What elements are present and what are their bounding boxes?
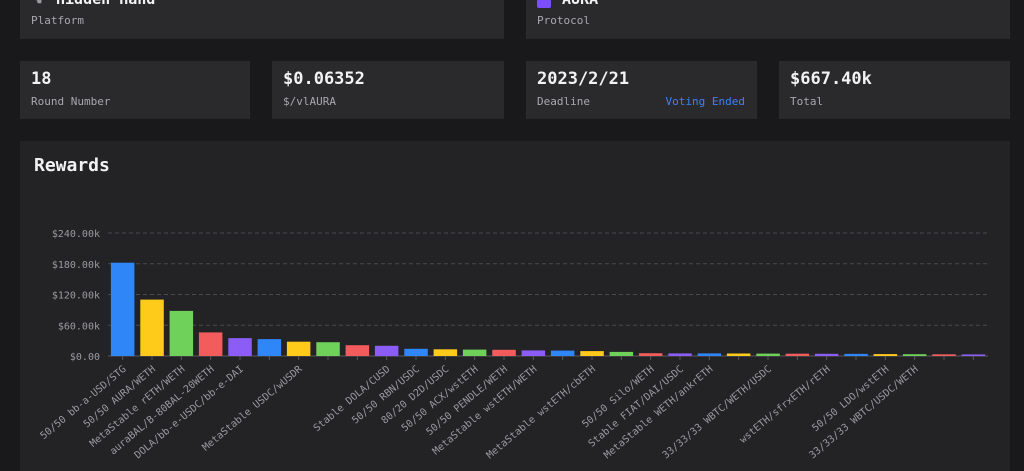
bar[interactable] xyxy=(110,262,135,356)
rewards-title: Rewards xyxy=(34,155,110,176)
y-tick-label: $60.00k xyxy=(58,321,100,332)
stat-card-price: $0.06352 $/vlAURA xyxy=(272,61,504,119)
bar[interactable] xyxy=(492,349,516,356)
bar[interactable] xyxy=(462,349,487,356)
rewards-panel: Rewards $0.00 $60.00k $120.00k $180.00k $240… xyxy=(20,141,1010,471)
total-value: $667.40k xyxy=(790,69,872,89)
bar[interactable] xyxy=(668,353,692,356)
bar[interactable] xyxy=(316,342,340,356)
total-label: Total xyxy=(790,95,824,108)
round-number-label: Round Number xyxy=(31,95,111,108)
bar[interactable] xyxy=(374,345,399,357)
aura-logo-icon xyxy=(537,0,551,8)
platform-name: Hidden Hand xyxy=(56,0,155,8)
bar[interactable] xyxy=(550,350,575,356)
bar[interactable] xyxy=(140,299,164,356)
y-tick-label: $120.00k xyxy=(52,291,100,302)
hand-icon: ☚ xyxy=(34,0,42,9)
bar[interactable] xyxy=(345,345,370,356)
bar[interactable] xyxy=(814,353,839,356)
bar[interactable] xyxy=(169,310,194,356)
x-tick-label: MetaStable USDC/wUSDR xyxy=(201,363,306,453)
y-tick-label: $240.00k xyxy=(52,229,100,240)
bar[interactable] xyxy=(873,354,898,356)
bar[interactable] xyxy=(785,353,810,356)
bar[interactable] xyxy=(228,338,252,356)
round-number-value: 18 xyxy=(31,69,52,89)
bar[interactable] xyxy=(697,353,722,356)
protocol-label: Protocol xyxy=(537,14,590,27)
bar[interactable] xyxy=(961,354,986,356)
bar[interactable] xyxy=(638,353,663,356)
deadline-label: Deadline xyxy=(537,95,590,108)
platform-card: ☚ Hidden Hand Platform xyxy=(20,0,504,39)
deadline-value: 2023/2/21 xyxy=(537,69,630,89)
bar[interactable] xyxy=(902,354,927,356)
voting-status-badge: Voting Ended xyxy=(665,95,745,108)
price-per-vlaura-label: $/vlAURA xyxy=(283,95,336,108)
bar[interactable] xyxy=(726,353,751,357)
bar[interactable] xyxy=(756,353,780,356)
y-tick-label: $180.00k xyxy=(52,260,100,271)
bar[interactable] xyxy=(286,341,311,356)
bar[interactable] xyxy=(198,332,223,356)
rewards-bar-chart: $0.00$60.00k$120.00k$180.00k$240.00k50/5… xyxy=(39,229,988,461)
bar[interactable] xyxy=(257,339,282,356)
stat-card-round: 18 Round Number xyxy=(20,61,250,119)
bar[interactable] xyxy=(844,353,868,356)
bar[interactable] xyxy=(580,351,604,356)
stat-card-deadline: 2023/2/21 Deadline Voting Ended xyxy=(526,61,757,119)
bar[interactable] xyxy=(932,354,956,356)
y-tick-label: $0.00 xyxy=(70,352,100,363)
x-tick-label: MetaStable WETH/ankrETH xyxy=(602,364,715,461)
bar[interactable] xyxy=(404,348,428,356)
stat-card-total: $667.40k Total xyxy=(779,61,1010,119)
platform-label: Platform xyxy=(31,14,84,27)
protocol-card: AURA Protocol xyxy=(526,0,1010,39)
price-per-vlaura-value: $0.06352 xyxy=(283,69,365,89)
bar[interactable] xyxy=(609,351,634,356)
bar[interactable] xyxy=(521,350,546,356)
bar[interactable] xyxy=(433,349,458,356)
protocol-name: AURA xyxy=(562,0,598,8)
